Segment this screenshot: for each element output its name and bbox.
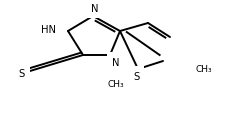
Text: HN: HN — [41, 25, 56, 35]
Text: N: N — [112, 58, 119, 67]
Text: N: N — [91, 4, 99, 14]
Text: CH₃: CH₃ — [195, 65, 212, 74]
Text: S: S — [19, 68, 25, 78]
Text: S: S — [133, 71, 139, 81]
Text: CH₃: CH₃ — [108, 79, 124, 88]
